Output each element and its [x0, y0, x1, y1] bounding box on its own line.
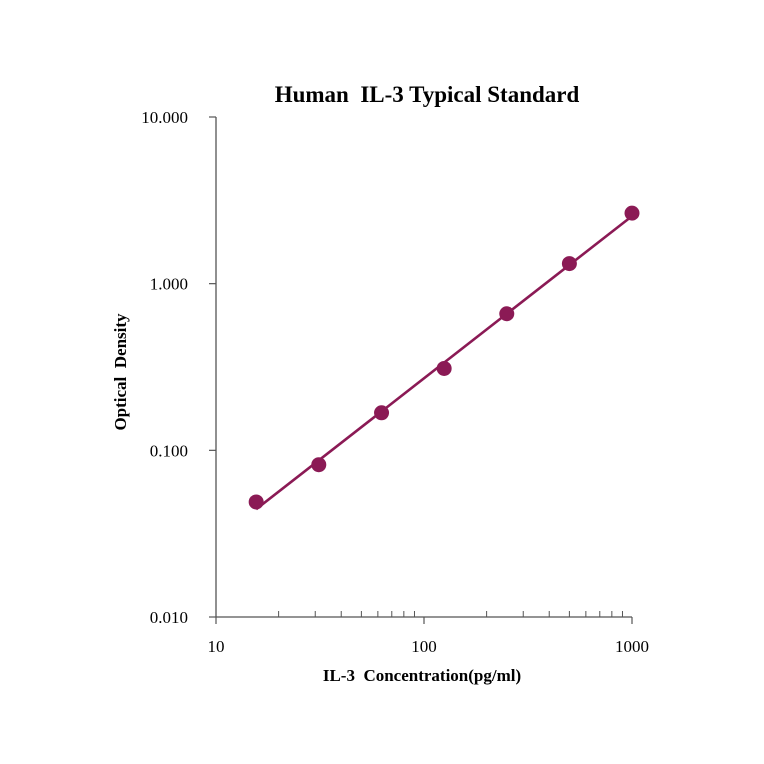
data-point: [248, 494, 264, 510]
axis-ticks: [209, 116, 633, 624]
x-tick-label: 10: [208, 637, 225, 656]
x-tick-label: 100: [411, 637, 437, 656]
x-axis-label: IL-3 Concentration(pg/ml): [323, 666, 521, 685]
data-point: [374, 405, 390, 421]
tick-labels: 0.010 0.100 1.000 10.000 10 100 1000: [141, 108, 649, 656]
data-point: [499, 306, 515, 322]
y-tick-label: 0.010: [150, 608, 188, 627]
data-point: [436, 360, 452, 376]
chart-title: Human IL-3 Typical Standard: [275, 82, 580, 107]
y-tick-label: 1.000: [150, 275, 188, 294]
x-tick-label: 1000: [615, 637, 649, 656]
y-axis-label: Optical Density: [111, 313, 130, 431]
y-tick-label: 0.100: [150, 441, 188, 460]
y-tick-label: 10.000: [141, 108, 188, 127]
axes: [215, 117, 632, 618]
data-point: [311, 457, 327, 473]
data-point: [561, 256, 577, 272]
data-point: [624, 205, 640, 221]
data-points: [248, 205, 640, 510]
